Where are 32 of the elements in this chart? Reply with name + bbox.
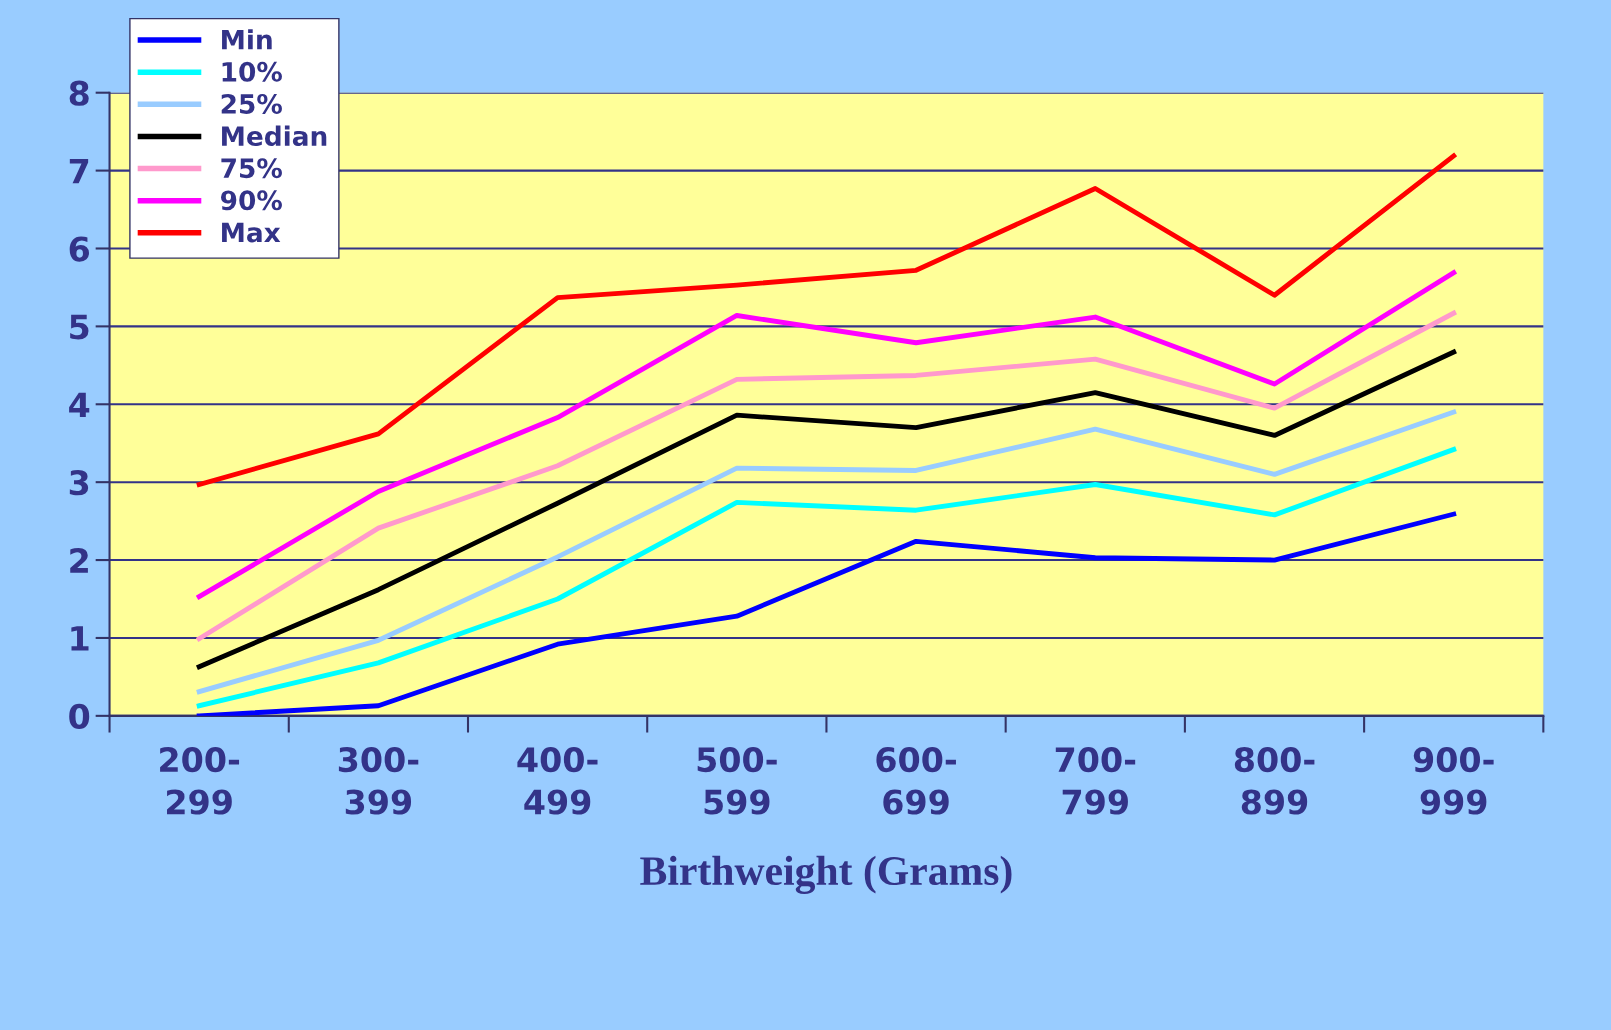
- x-tick-label: 500-599: [697, 746, 777, 815]
- x-axis-title: Birthweight (Grams): [640, 855, 1012, 894]
- legend-label: Min: [222, 29, 272, 50]
- y-tick-label: 3: [69, 470, 89, 496]
- x-tick-label: 800-899: [1234, 746, 1315, 815]
- line-series: [196, 270, 1457, 600]
- y-tick-label: 5: [70, 314, 89, 340]
- legend-label: Max: [222, 222, 281, 243]
- line-series: [196, 349, 1457, 670]
- y-tick-label: 0: [69, 703, 90, 729]
- y-tick-label: 7: [69, 158, 89, 184]
- y-tick-label: 4: [69, 392, 90, 417]
- line-series: [196, 409, 1457, 695]
- x-tick-label: 600-699: [876, 746, 956, 815]
- x-tick-label: 200-299: [160, 746, 240, 815]
- x-tick-label: 900-999: [1413, 746, 1494, 815]
- y-tick-label: 8: [69, 80, 89, 106]
- x-tick-label: 300-399: [338, 746, 419, 815]
- line-series: [196, 511, 1457, 716]
- legend-label: Median: [222, 125, 327, 147]
- legend-label: 90%: [221, 190, 282, 211]
- x-tick-label: 700-799: [1055, 746, 1136, 815]
- y-tick-label: 2: [70, 547, 88, 573]
- line-series: [196, 153, 1457, 487]
- y-tick-label: 1: [71, 626, 89, 651]
- legend-label: 25%: [221, 93, 282, 114]
- y-tick-label: 6: [69, 236, 90, 262]
- legend-label: 10%: [222, 61, 282, 82]
- x-tick-label: 400-499: [517, 746, 598, 815]
- line-series: [196, 447, 1457, 709]
- legend-label: 75%: [221, 158, 282, 179]
- line-series: [196, 310, 1457, 642]
